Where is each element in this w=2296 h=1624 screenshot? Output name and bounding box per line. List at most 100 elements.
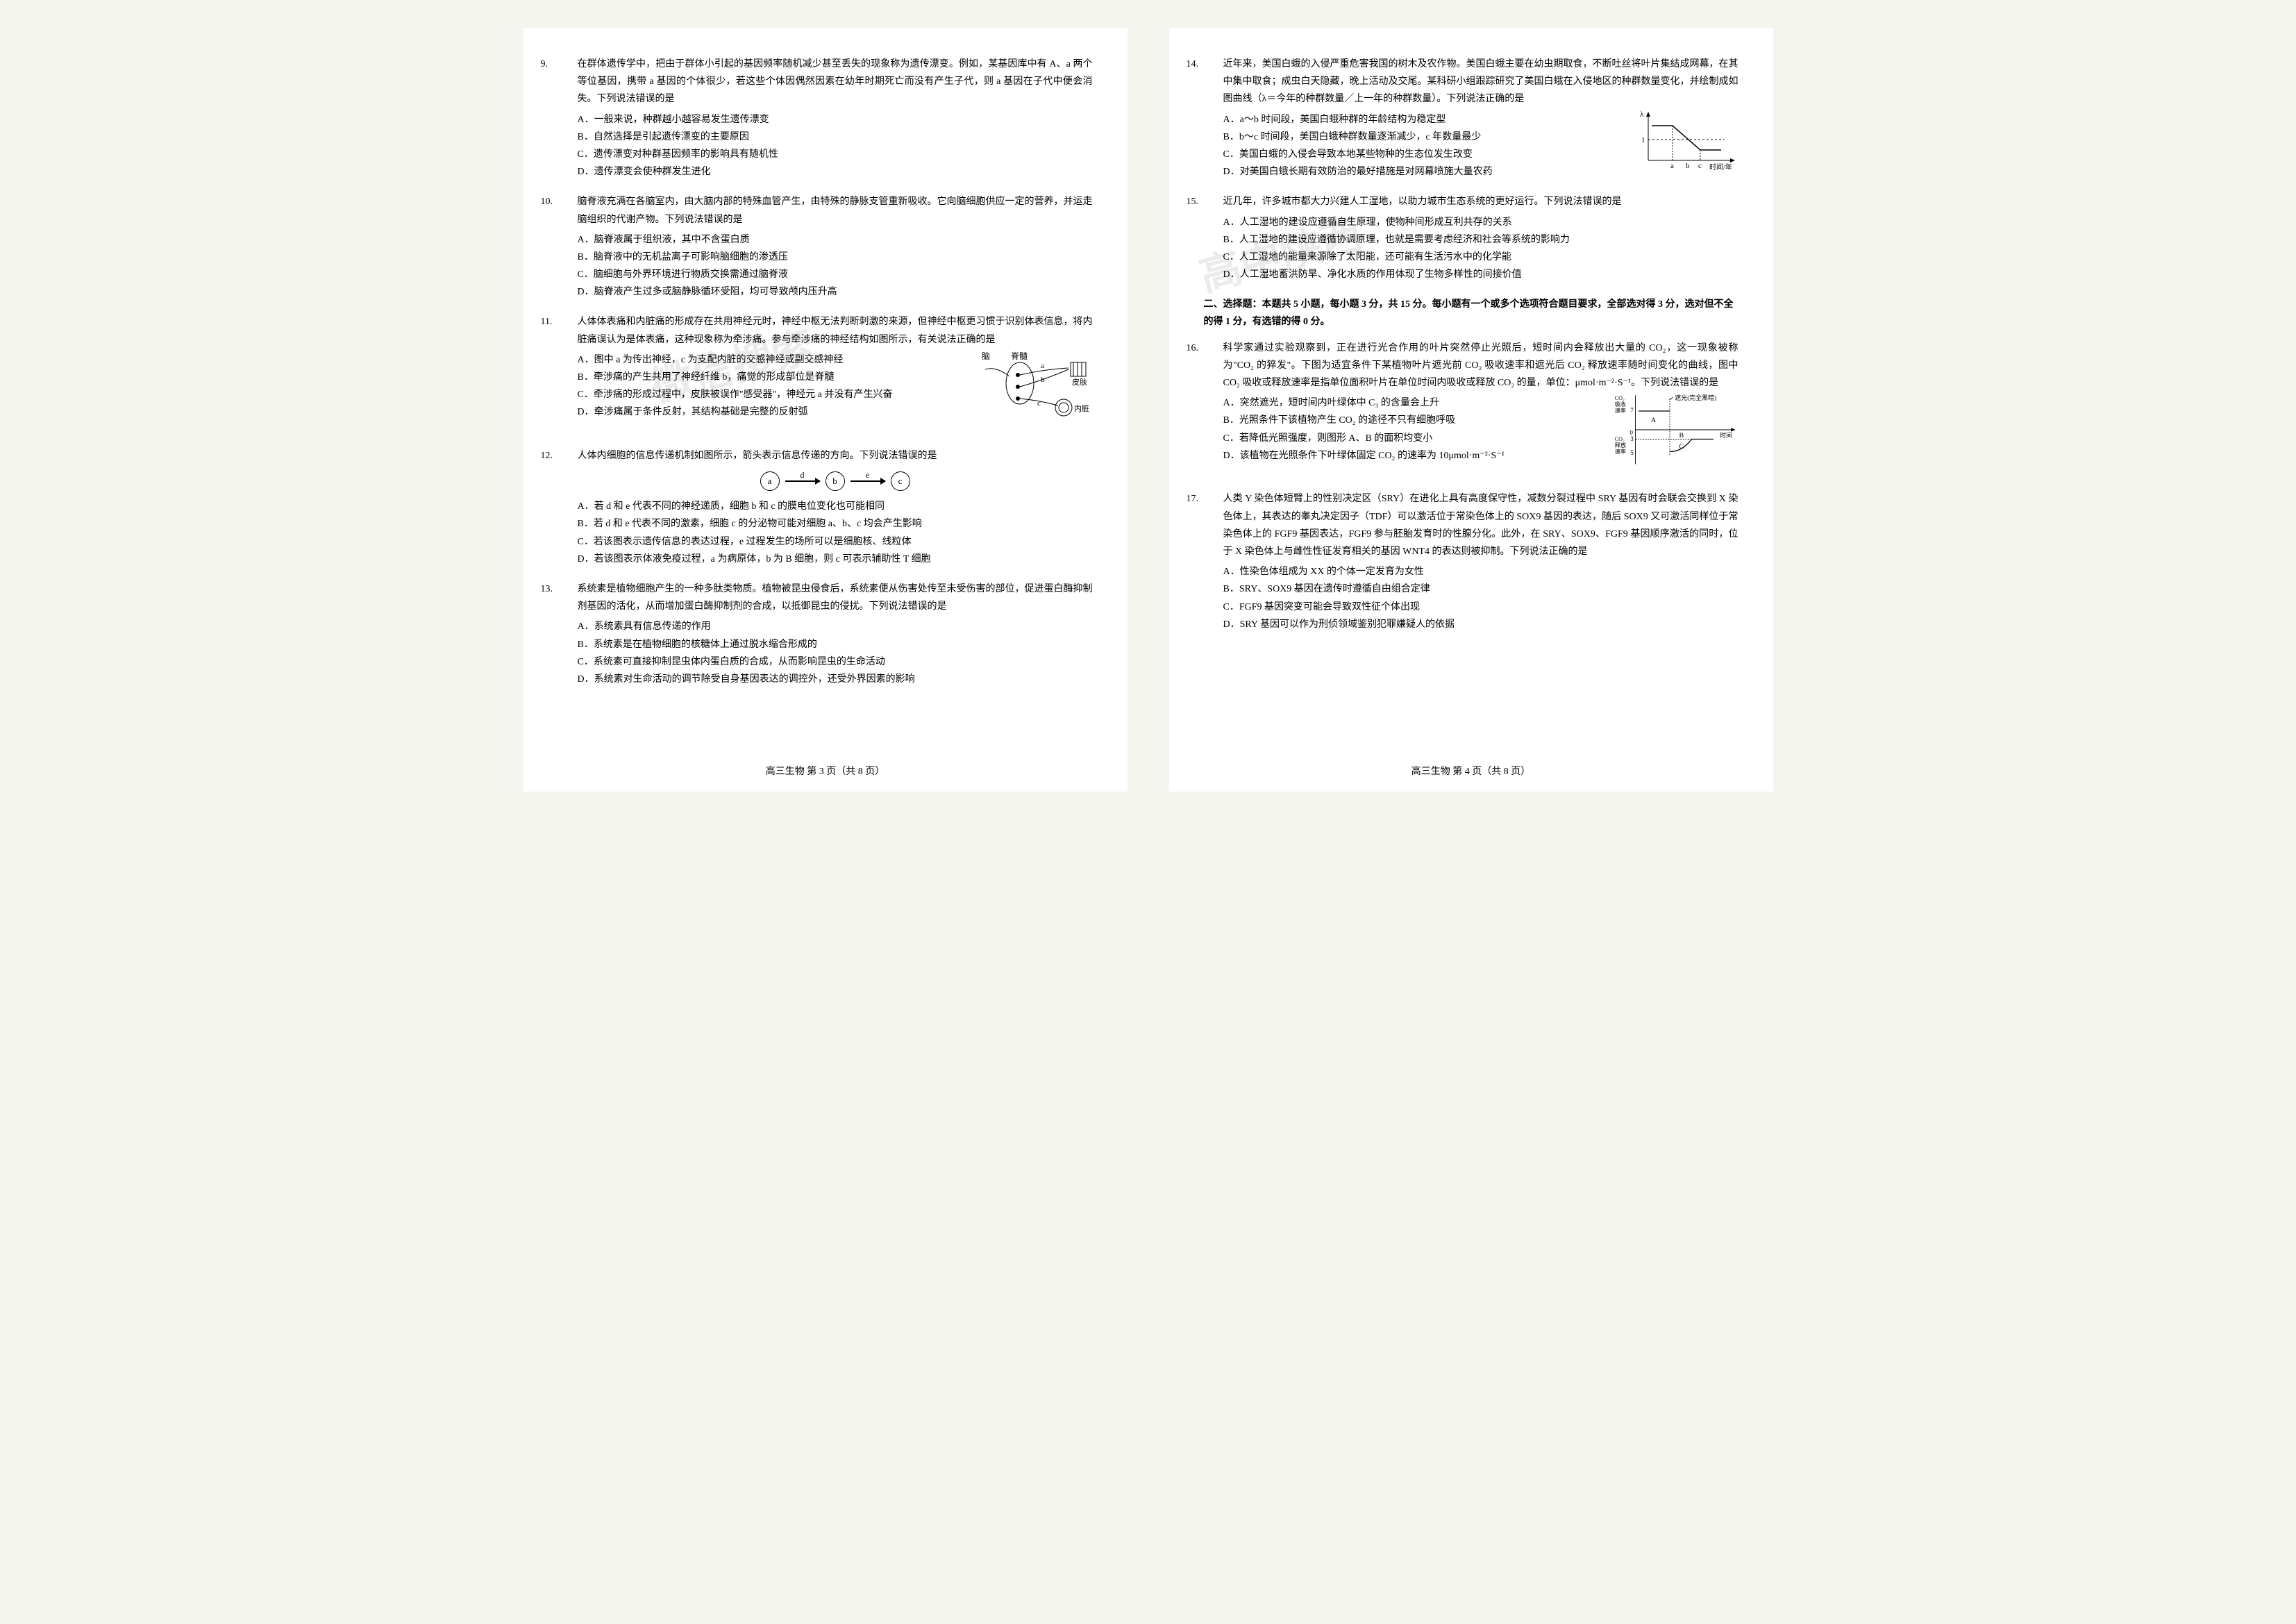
svg-text:3: 3 bbox=[1630, 435, 1634, 442]
flow-diagram: a d b e c bbox=[578, 471, 1093, 491]
flow-node-a: a bbox=[760, 471, 780, 491]
question-number: 11. bbox=[541, 313, 553, 330]
page-footer-4: 高三生物 第 4 页（共 8 页） bbox=[1169, 764, 1773, 778]
question-options: A．若 d 和 e 代表不同的神经递质，细胞 b 和 c 的膜电位变化也可能相同… bbox=[578, 498, 1093, 568]
question-number: 12. bbox=[541, 447, 553, 464]
svg-text:c: c bbox=[1698, 162, 1702, 170]
option-d: D．人工湿地蓄洪防旱、净化水质的作用体现了生物多样性的间接价值 bbox=[1223, 266, 1738, 283]
svg-text:C: C bbox=[1679, 443, 1684, 451]
option-c: C．若该图表示遗传信息的表达过程，e 过程发生的场所可以是细胞核、线粒体 bbox=[578, 533, 1093, 551]
option-d: D．若该图表示体液免疫过程，a 为病原体，b 为 B 细胞，则 c 可表示辅助性… bbox=[578, 551, 1093, 568]
option-c: C．遗传漂变对种群基因频率的影响具有随机性 bbox=[578, 146, 1093, 163]
question-text: 人类 Y 染色体短臂上的性别决定区（SRY）在进化上具有高度保守性，减数分裂过程… bbox=[1223, 490, 1738, 560]
question-9: 9. 在群体遗传学中，把由于群体小引起的基因频率随机减少甚至丢失的现象称为遗传漂… bbox=[558, 56, 1093, 181]
svg-text:b: b bbox=[1041, 376, 1045, 384]
svg-text:7: 7 bbox=[1630, 407, 1634, 414]
brain-label: 脑 bbox=[982, 351, 990, 361]
option-c: C．脑细胞与外界环境进行物质交换需通过脑脊液 bbox=[578, 266, 1093, 283]
option-b: B．脑脊液中的无机盐离子可影响脑细胞的渗透压 bbox=[578, 249, 1093, 266]
question-text: 近年来，美国白蛾的入侵严重危害我国的树木及农作物。美国白蛾主要在幼虫期取食，不断… bbox=[1223, 56, 1738, 108]
svg-text:遮光(完全黑暗): 遮光(完全黑暗) bbox=[1675, 394, 1716, 401]
flow-arrow-d: d bbox=[785, 480, 820, 482]
option-a: A．一般来说，种群越小越容易发生遗传漂变 bbox=[578, 111, 1093, 128]
document-container: 微信搜索 9. 在群体遗传学中，把由于群体小引起的基因频率随机减少甚至丢失的现象… bbox=[523, 28, 1773, 792]
svg-text:b: b bbox=[1686, 162, 1690, 170]
option-b: B．系统素是在植物细胞的核糖体上通过脱水缩合形成的 bbox=[578, 636, 1093, 653]
question-16: 16. 科学家通过实验观察到，正在进行光合作用的叶片突然停止光照后，短时间内会释… bbox=[1204, 340, 1738, 478]
question-number: 13. bbox=[541, 580, 553, 598]
option-c: C．系统素可直接抑制昆虫体内蛋白质的合成，从而影响昆虫的生命活动 bbox=[578, 653, 1093, 671]
page-4: 高中陕西 14. 近年来，美国白蛾的入侵严重危害我国的树木及农作物。美国白蛾主要… bbox=[1169, 28, 1773, 792]
question-14: 14. 近年来，美国白蛾的入侵严重危害我国的树木及农作物。美国白蛾主要在幼虫期取… bbox=[1204, 56, 1738, 181]
question-number: 16. bbox=[1187, 340, 1199, 357]
nerve-diagram: 脑 脊髓 a b c bbox=[975, 349, 1093, 431]
question-text: 科学家通过实验观察到，正在进行光合作用的叶片突然停止光照后，短时间内会释放出大量… bbox=[1223, 340, 1738, 392]
option-c: C．FGF9 基因突变可能会导致双性征个体出现 bbox=[1223, 598, 1738, 616]
question-12: 12. 人体内细胞的信息传递机制如图所示，箭头表示信息传递的方向。下列说法错误的… bbox=[558, 447, 1093, 568]
option-b: B．SRY、SOX9 基因在遗传时遵循自由组合定律 bbox=[1223, 580, 1738, 598]
question-options: A．性染色体组成为 XX 的个体一定发育为女性 B．SRY、SOX9 基因在遗传… bbox=[1223, 563, 1738, 633]
option-b: B．自然选择是引起遗传漂变的主要原因 bbox=[578, 128, 1093, 146]
svg-text:1: 1 bbox=[1641, 136, 1645, 144]
question-number: 15. bbox=[1187, 193, 1199, 210]
svg-text:释放: 释放 bbox=[1614, 442, 1625, 449]
lambda-chart: λ 1 a b c 时间/年 bbox=[1634, 108, 1738, 177]
question-options: A．一般来说，种群越小越容易发生遗传漂变 B．自然选择是引起遗传漂变的主要原因 … bbox=[578, 111, 1093, 181]
option-d: D．脑脊液产生过多或脑静脉循环受阻，均可导致颅内压升高 bbox=[578, 283, 1093, 301]
question-options: A．脑脊液属于组织液，其中不含蛋白质 B．脑脊液中的无机盐离子可影响脑细胞的渗透… bbox=[578, 231, 1093, 301]
svg-text:λ: λ bbox=[1640, 110, 1644, 119]
question-17: 17. 人类 Y 染色体短臂上的性别决定区（SRY）在进化上具有高度保守性，减数… bbox=[1204, 490, 1738, 633]
option-c: C．人工湿地的能量来源除了太阳能，还可能有生活污水中的化学能 bbox=[1223, 249, 1738, 266]
option-a: A．脑脊液属于组织液，其中不含蛋白质 bbox=[578, 231, 1093, 249]
flow-node-c: c bbox=[891, 471, 910, 491]
section-2-header: 二、选择题：本题共 5 小题，每小题 3 分，共 15 分。每小题有一个或多个选… bbox=[1204, 296, 1738, 330]
svg-text:a: a bbox=[1670, 162, 1674, 170]
svg-text:5: 5 bbox=[1630, 449, 1634, 456]
svg-text:0: 0 bbox=[1629, 429, 1633, 436]
svg-text:A: A bbox=[1651, 417, 1657, 424]
option-a: A．若 d 和 e 代表不同的神经递质，细胞 b 和 c 的膜电位变化也可能相同 bbox=[578, 498, 1093, 515]
question-number: 10. bbox=[541, 193, 553, 210]
page-footer-3: 高三生物 第 3 页（共 8 页） bbox=[523, 764, 1128, 778]
svg-text:B: B bbox=[1679, 432, 1684, 440]
svg-text:CO₂: CO₂ bbox=[1614, 436, 1624, 442]
co2-chart: CO₂ 吸收 速率 7 CO₂ 释放 速率 3 5 0 时间 bbox=[1614, 392, 1738, 474]
option-a: A．系统素具有信息传递的作用 bbox=[578, 618, 1093, 635]
svg-text:速率: 速率 bbox=[1614, 407, 1625, 414]
question-10: 10. 脑脊液充满在各脑室内，由大脑内部的特殊血管产生，由特殊的静脉支管重新吸收… bbox=[558, 193, 1093, 301]
svg-text:a: a bbox=[1041, 362, 1044, 370]
flow-arrow-e: e bbox=[850, 480, 885, 482]
skin-label: 皮肤 bbox=[1072, 377, 1087, 387]
question-number: 14. bbox=[1187, 56, 1199, 73]
question-text: 近几年，许多城市都大力兴建人工湿地，以助力城市生态系统的更好运行。下列说法错误的… bbox=[1223, 193, 1738, 210]
question-options: A．人工湿地的建设应遵循自生原理，使物种间形成互利共存的关系 B．人工湿地的建设… bbox=[1223, 214, 1738, 284]
question-text: 脑脊液充满在各脑室内，由大脑内部的特殊血管产生，由特殊的静脉支管重新吸收。它向脑… bbox=[578, 193, 1093, 228]
question-text: 人体内细胞的信息传递机制如图所示，箭头表示信息传递的方向。下列说法错误的是 bbox=[578, 447, 1093, 464]
organ-label: 内脏 bbox=[1074, 403, 1089, 413]
svg-text:c: c bbox=[1037, 399, 1041, 408]
question-number: 17. bbox=[1187, 490, 1199, 508]
question-11: 11. 人体体表痛和内脏痛的形成存在共用神经元时，神经中枢无法判断刺激的来源，但… bbox=[558, 313, 1093, 435]
option-a: A．性染色体组成为 XX 的个体一定发育为女性 bbox=[1223, 563, 1738, 580]
question-text: 系统素是植物细胞产生的一种多肽类物质。植物被昆虫侵食后，系统素便从伤害处传至未受… bbox=[578, 580, 1093, 615]
spine-label: 脊髓 bbox=[1011, 351, 1028, 361]
flow-node-b: b bbox=[826, 471, 845, 491]
question-15: 15. 近几年，许多城市都大力兴建人工湿地，以助力城市生态系统的更好运行。下列说… bbox=[1204, 193, 1738, 283]
option-d: D．遗传漂变会使种群发生进化 bbox=[578, 163, 1093, 181]
page-3: 微信搜索 9. 在群体遗传学中，把由于群体小引起的基因频率随机减少甚至丢失的现象… bbox=[523, 28, 1128, 792]
option-d: D．系统素对生命活动的调节除受自身基因表达的调控外，还受外界因素的影响 bbox=[578, 671, 1093, 688]
option-b: B．人工湿地的建设应遵循协调原理，也就是需要考虑经济和社会等系统的影响力 bbox=[1223, 231, 1738, 249]
svg-text:时间/年: 时间/年 bbox=[1709, 162, 1732, 171]
svg-text:速率: 速率 bbox=[1614, 448, 1625, 455]
question-number: 9. bbox=[541, 56, 548, 73]
question-options: A．系统素具有信息传递的作用 B．系统素是在植物细胞的核糖体上通过脱水缩合形成的… bbox=[578, 618, 1093, 688]
question-text: 在群体遗传学中，把由于群体小引起的基因频率随机减少甚至丢失的现象称为遗传漂变。例… bbox=[578, 56, 1093, 108]
svg-text:时间: 时间 bbox=[1720, 431, 1732, 439]
option-d: D．SRY 基因可以作为刑侦领域鉴别犯罪嫌疑人的依据 bbox=[1223, 616, 1738, 633]
option-a: A．人工湿地的建设应遵循自生原理，使物种间形成互利共存的关系 bbox=[1223, 214, 1738, 231]
svg-text:CO₂: CO₂ bbox=[1614, 395, 1624, 401]
question-13: 13. 系统素是植物细胞产生的一种多肽类物质。植物被昆虫侵食后，系统素便从伤害处… bbox=[558, 580, 1093, 688]
svg-text:吸收: 吸收 bbox=[1614, 401, 1625, 408]
question-text: 人体体表痛和内脏痛的形成存在共用神经元时，神经中枢无法判断刺激的来源，但神经中枢… bbox=[578, 313, 1093, 348]
option-b: B．若 d 和 e 代表不同的激素，细胞 c 的分泌物可能对细胞 a、b、c 均… bbox=[578, 515, 1093, 533]
